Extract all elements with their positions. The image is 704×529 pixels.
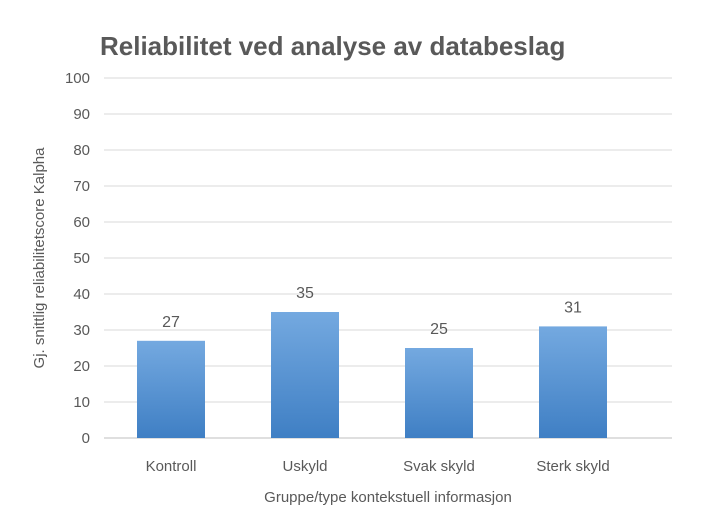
y-tick-label: 60: [73, 214, 90, 231]
y-tick-label: 50: [73, 250, 90, 267]
y-axis-label: Gj. snittlig reliabilitetscore Kalpha: [31, 147, 48, 369]
y-tick-label: 90: [73, 106, 90, 123]
data-label: 31: [564, 299, 582, 316]
y-tick-label: 10: [73, 394, 90, 411]
y-tick-label: 20: [73, 358, 90, 375]
y-tick-label: 30: [73, 322, 90, 339]
bar-svak-skyld: [405, 348, 473, 438]
x-tick-label: Uskyld: [282, 458, 327, 475]
x-tick-label: Svak skyld: [403, 458, 475, 475]
bar-uskyld: [271, 312, 339, 438]
x-tick-label: Kontroll: [146, 458, 197, 475]
y-tick-label: 80: [73, 142, 90, 159]
y-tick-labels: 0 10 20 30 40 50 60 70 80 90 100: [65, 70, 90, 447]
data-labels: 27 35 25 31: [162, 285, 582, 338]
bar-kontroll: [137, 340, 205, 438]
x-tick-labels: Kontroll Uskyld Svak skyld Sterk skyld: [146, 458, 610, 475]
y-tick-label: 70: [73, 178, 90, 195]
data-label: 27: [162, 314, 180, 331]
x-tick-label: Sterk skyld: [536, 458, 609, 475]
y-tick-label: 100: [65, 70, 90, 87]
data-label: 25: [430, 321, 448, 338]
data-label: 35: [296, 285, 314, 302]
y-tick-label: 40: [73, 286, 90, 303]
y-tick-label: 0: [82, 430, 90, 447]
x-axis-label: Gruppe/type kontekstuell informasjon: [264, 489, 512, 506]
bars: [137, 312, 607, 438]
chart-title: Reliabilitet ved analyse av databeslag: [100, 31, 565, 61]
bar-sterk-skyld: [539, 326, 607, 438]
